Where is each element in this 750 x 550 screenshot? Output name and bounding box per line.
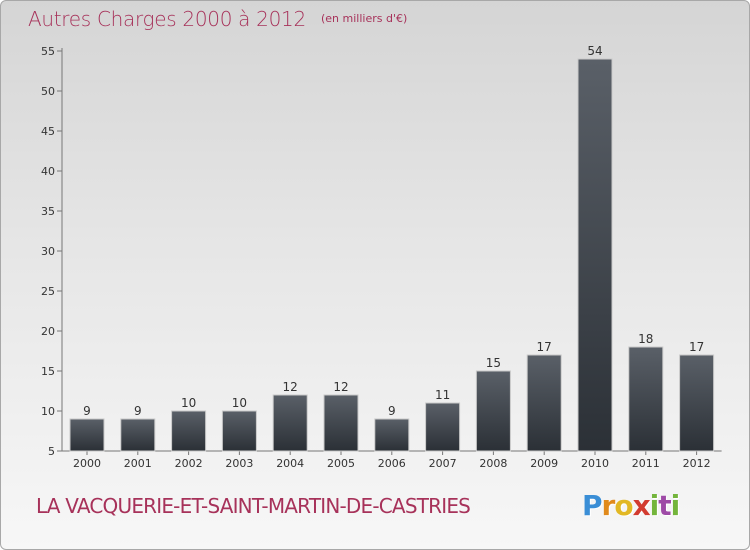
bar[interactable]	[120, 418, 156, 452]
x-tick-label: 2006	[378, 457, 406, 470]
data-label: 18	[638, 332, 653, 346]
data-label: 9	[83, 404, 91, 418]
bar[interactable]	[628, 346, 664, 452]
bar[interactable]	[679, 354, 715, 452]
x-tick-label: 2008	[479, 457, 507, 470]
y-tick-label: 15	[41, 365, 55, 378]
x-tick-label: 2012	[683, 457, 711, 470]
commune-name: LA VACQUERIE-ET-SAINT-MARTIN-DE-CASTRIES	[36, 494, 471, 518]
x-tick-label: 2005	[327, 457, 355, 470]
x-tick-label: 2011	[632, 457, 660, 470]
x-tick-label: 2010	[581, 457, 609, 470]
y-tick-label: 40	[41, 165, 55, 178]
x-tick-label: 2000	[73, 457, 101, 470]
bar[interactable]	[475, 370, 511, 452]
chart-subtitle: (en milliers d'€)	[320, 12, 408, 25]
y-tick-label: 25	[41, 285, 55, 298]
data-label: 12	[283, 380, 298, 394]
y-tick-label: 35	[41, 205, 55, 218]
data-label: 17	[537, 340, 552, 354]
x-tick-label: 2004	[276, 457, 304, 470]
bar[interactable]	[272, 394, 308, 452]
data-label: 11	[435, 388, 450, 402]
data-label: 15	[486, 356, 501, 370]
x-tick-label: 2003	[225, 457, 253, 470]
x-tick-label: 2009	[530, 457, 558, 470]
data-label: 10	[232, 396, 247, 410]
bar[interactable]	[171, 410, 207, 452]
chart-title-row: Autres Charges 2000 à 2012 (en milliers …	[28, 7, 407, 31]
y-tick-label: 10	[41, 405, 55, 418]
bar[interactable]	[374, 418, 410, 452]
y-tick-label: 45	[41, 125, 55, 138]
y-tick-label: 5	[48, 445, 55, 458]
bar[interactable]	[221, 410, 257, 452]
data-label: 10	[181, 396, 196, 410]
data-label: 17	[689, 340, 704, 354]
x-tick-label: 2001	[124, 457, 152, 470]
bar[interactable]	[577, 58, 613, 452]
y-tick-label: 55	[41, 45, 55, 58]
data-label: 54	[587, 44, 602, 58]
y-tick-label: 30	[41, 245, 55, 258]
bar[interactable]	[425, 402, 461, 452]
x-tick-label: 2007	[429, 457, 457, 470]
data-label: 9	[388, 404, 396, 418]
bar[interactable]	[69, 418, 105, 452]
y-tick-label: 50	[41, 85, 55, 98]
data-label: 12	[333, 380, 348, 394]
bar[interactable]	[323, 394, 359, 452]
y-tick-label: 20	[41, 325, 55, 338]
x-tick-label: 2002	[175, 457, 203, 470]
bar[interactable]	[526, 354, 562, 452]
proxiti-logo[interactable]: Proxiti	[582, 489, 680, 522]
data-label: 9	[134, 404, 142, 418]
chart-title: Autres Charges 2000 à 2012	[28, 7, 306, 31]
